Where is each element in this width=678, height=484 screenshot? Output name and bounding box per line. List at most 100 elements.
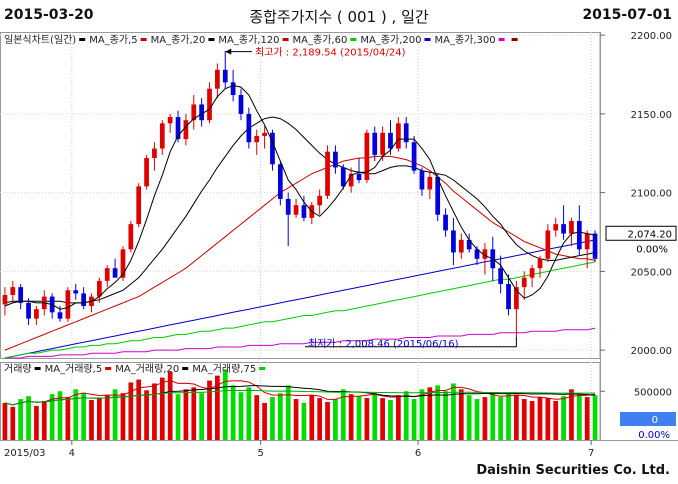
- candle-body: [199, 104, 205, 121]
- price-legend-label: MA_종가,60: [293, 34, 348, 46]
- x-tick-label: 7: [588, 448, 594, 459]
- candle-body: [207, 88, 212, 121]
- candle-body: [443, 214, 448, 231]
- volume-bar: [34, 405, 39, 440]
- volume-bar: [293, 399, 299, 440]
- candle-body: [372, 132, 378, 155]
- candle-body: [333, 151, 338, 168]
- candle-body: [498, 268, 504, 284]
- volume-bar: [356, 396, 362, 440]
- volume-bar: [285, 385, 291, 440]
- price-legend-swatch: [498, 38, 505, 41]
- candle-body: [592, 233, 598, 259]
- volume-legend-label: 거래량: [4, 363, 32, 375]
- candle-body: [136, 186, 142, 225]
- price-legend-swatch: [140, 38, 147, 41]
- last-price-box: [605, 225, 677, 241]
- candle-body: [545, 230, 551, 259]
- volume-bar: [388, 400, 393, 440]
- volume-bar: [348, 394, 354, 440]
- volume-bar: [592, 395, 598, 440]
- price-legend-swatch: [208, 38, 215, 41]
- volume-bar: [403, 391, 409, 440]
- volume-bar: [57, 391, 63, 440]
- candle-body: [26, 302, 31, 319]
- volume-bar: [474, 399, 480, 440]
- candle-body: [584, 233, 590, 250]
- volume-bar: [537, 397, 543, 440]
- price-legend-label: MA_종가,5: [89, 34, 137, 46]
- volume-bar: [167, 371, 173, 440]
- volume-legend-label: MA_거래량,5: [45, 363, 103, 375]
- candle-body: [380, 132, 385, 155]
- volume-bar: [584, 397, 590, 440]
- candle-body: [561, 224, 566, 234]
- candle-body: [175, 117, 181, 140]
- candle-body: [167, 117, 173, 124]
- volume-bar: [576, 393, 582, 440]
- candle-body: [152, 148, 157, 158]
- candle-body: [537, 258, 543, 269]
- price-legend-label: MA_종가,200: [360, 34, 421, 46]
- volume-bar: [199, 393, 205, 440]
- y-tick-label: 2200.00: [631, 31, 672, 42]
- candle-body: [222, 69, 228, 83]
- volume-bar: [175, 394, 181, 440]
- candle-body: [144, 157, 149, 187]
- volume-legend-label: MA_거래량,20: [115, 363, 179, 375]
- ma300-line: [4, 327, 596, 359]
- candle-body: [57, 312, 63, 319]
- price-legend-label: MA_종가,20: [151, 34, 206, 46]
- candle-body: [419, 170, 425, 190]
- candle-body: [403, 123, 409, 143]
- volume-bar: [136, 379, 142, 440]
- x-tick-label: 2015/03: [4, 448, 46, 459]
- candle-body: [254, 135, 260, 143]
- candle-body: [215, 69, 220, 89]
- price-legend-label: 일본식차트(일간): [4, 34, 76, 46]
- volume-y-tick-label: 500000: [634, 387, 672, 398]
- price-legend-label: MA_종가,300: [434, 34, 495, 46]
- candle-body: [112, 268, 118, 278]
- high-annotation-arrow: [225, 48, 232, 55]
- candle-body: [120, 249, 126, 278]
- volume-bar: [246, 387, 252, 440]
- ma5-line: [4, 84, 596, 310]
- candle-body: [325, 151, 330, 196]
- volume-bar: [451, 383, 456, 440]
- candle-body: [270, 132, 275, 165]
- volume-bar: [466, 395, 472, 440]
- candle-body: [506, 283, 511, 310]
- volume-bar: [128, 382, 134, 440]
- volume-bar: [81, 393, 86, 440]
- volume-bar: [26, 396, 31, 440]
- last-volume-label: 0: [652, 415, 658, 426]
- volume-bar: [333, 399, 338, 440]
- candle-body: [128, 224, 134, 250]
- volume-bar: [183, 389, 189, 440]
- candle-body: [293, 205, 299, 215]
- x-tick-label: 6: [415, 448, 421, 459]
- candle-body: [340, 167, 346, 187]
- volume-bar: [18, 399, 24, 440]
- volume-bar: [309, 395, 315, 440]
- last-volume-box: [620, 412, 676, 426]
- volume-ma5-line: [4, 379, 596, 406]
- volume-bar: [96, 398, 102, 440]
- price-legend-swatch: [511, 38, 518, 41]
- y-tick-label: 2000.00: [631, 346, 672, 357]
- candle-body: [569, 220, 574, 234]
- volume-bar: [419, 389, 425, 440]
- volume-bar: [317, 398, 323, 440]
- volume-bar: [325, 401, 330, 440]
- candle-body: [553, 224, 559, 231]
- volume-legend-label: MA_거래량,75: [192, 363, 256, 375]
- price-legend-swatch: [350, 38, 357, 41]
- candle-body: [65, 290, 71, 319]
- x-tick-label: 5: [257, 448, 263, 459]
- low-annotation-label: 최저가 : 2,008.46 (2015/06/16): [308, 338, 459, 350]
- company-footer: Daishin Securities Co. Ltd.: [476, 463, 670, 478]
- volume-bar: [207, 380, 212, 440]
- candle-body: [246, 113, 252, 143]
- volume-bar: [372, 393, 378, 440]
